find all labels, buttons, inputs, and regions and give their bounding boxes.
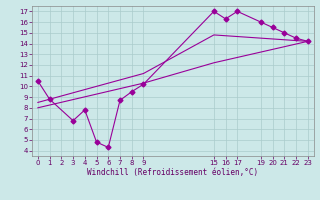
X-axis label: Windchill (Refroidissement éolien,°C): Windchill (Refroidissement éolien,°C) [87,168,258,177]
